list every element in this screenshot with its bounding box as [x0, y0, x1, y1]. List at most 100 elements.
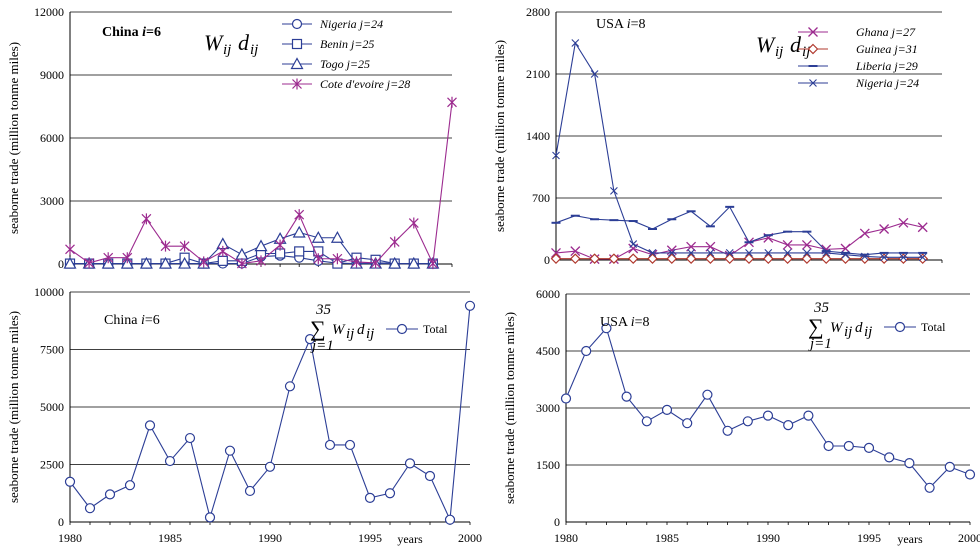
data-point: [63, 256, 77, 269]
x-tick-label: 2000: [958, 531, 980, 545]
y-tick-label: 9000: [40, 68, 64, 82]
data-point: [629, 240, 638, 248]
p4-formula-sub1: ij: [844, 324, 852, 340]
data-point: [179, 240, 190, 252]
data-point: [666, 253, 678, 265]
legend-marker: [291, 18, 303, 30]
data-point: [917, 253, 929, 265]
x-tick-label: 2000: [458, 531, 482, 545]
data-point: [764, 249, 773, 257]
data-point: [762, 410, 774, 421]
data-point: [65, 243, 75, 255]
p1-formula-w: W: [204, 30, 224, 55]
p2-formula-sub2: ij: [802, 44, 810, 60]
data-point: [184, 432, 196, 444]
y-tick-label: 6000: [536, 287, 560, 301]
data-point: [104, 489, 116, 500]
legend-label: Benin j=25: [320, 37, 374, 51]
data-point: [783, 420, 794, 431]
data-point: [424, 470, 436, 482]
data-point: [351, 256, 362, 268]
data-point: [313, 253, 324, 265]
chart-panel-4: 0 1500 3000 4500 6000 1980 1985 1990 1995 2000 yea…: [502, 287, 980, 546]
data-point: [160, 240, 171, 252]
data-point: [742, 416, 753, 427]
legend-marker: [809, 79, 817, 87]
data-point: [898, 217, 909, 228]
data-point: [552, 151, 560, 160]
data-point: [122, 252, 133, 264]
data-point: [256, 255, 266, 267]
data-point: [384, 488, 396, 499]
y-tick-label: 5000: [40, 400, 64, 414]
legend-label: Nigeria j=24: [855, 76, 919, 90]
data-point: [879, 224, 890, 234]
data-point: [702, 389, 713, 400]
data-point: [706, 249, 715, 257]
data-point: [917, 222, 928, 233]
data-point: [164, 455, 176, 467]
data-point: [427, 258, 438, 270]
data-point: [878, 253, 890, 265]
data-point: [904, 458, 915, 469]
y-tick-label: 2100: [526, 67, 550, 81]
data-point: [899, 253, 908, 262]
series-1: [560, 323, 976, 493]
x-tick-label: 1995: [358, 531, 382, 545]
legend-label: Liberia j=29: [855, 59, 918, 73]
data-point: [860, 252, 869, 261]
legend-marker: [807, 43, 819, 55]
data-point: [294, 246, 305, 257]
y-tick-label: 6000: [40, 131, 64, 145]
series-4: [65, 96, 457, 270]
data-point: [801, 239, 812, 250]
y-tick-label: 3000: [536, 401, 560, 415]
data-point: [590, 70, 599, 78]
legend-marker: [290, 57, 304, 70]
data-point: [803, 410, 814, 421]
x-tick-label: 1990: [756, 531, 780, 545]
title-val: =6: [146, 25, 161, 40]
y-tick-label: 0: [58, 515, 64, 529]
data-point: [782, 239, 793, 250]
title-main: USA: [596, 17, 627, 32]
chart-panel-2: 0 700 1400 2100 2800 seaborne trade (million …: [492, 5, 943, 267]
chart-panel-1: 0 3000 6000 9000 12000 seaborne trade (millio…: [6, 5, 457, 271]
data-point: [217, 255, 228, 266]
title-var: i: [627, 17, 631, 32]
data-point: [682, 418, 693, 429]
data-point: [364, 492, 376, 503]
data-point: [224, 445, 236, 456]
data-point: [388, 256, 402, 269]
data-point: [235, 247, 249, 260]
data-point: [581, 345, 592, 357]
x-tick-label: 1980: [58, 531, 82, 545]
x-tick-label: 1995: [857, 531, 881, 545]
data-point: [550, 253, 562, 265]
data-point: [139, 256, 153, 269]
data-point: [236, 258, 247, 270]
x-axis-label: years: [397, 532, 423, 546]
x-tick-label: 1980: [554, 531, 578, 545]
y-tick-label: 3000: [40, 194, 64, 208]
legend-label: Guinea j=31: [856, 42, 918, 56]
data-point: [144, 420, 156, 431]
data-point: [178, 256, 192, 269]
data-point: [841, 250, 850, 259]
data-point: [944, 461, 955, 472]
title-var: i: [142, 25, 146, 40]
data-point: [724, 253, 736, 265]
title-main: China: [104, 313, 141, 328]
data-point: [685, 253, 697, 265]
y-tick-label: 2500: [40, 458, 64, 472]
data-point: [647, 253, 658, 265]
data-point: [745, 249, 753, 257]
data-point: [389, 236, 400, 248]
series-line: [555, 41, 923, 258]
p2-formula-w: W: [756, 32, 776, 57]
legend-marker: [396, 323, 408, 335]
legend-marker: [894, 321, 906, 333]
series-1: [64, 300, 476, 525]
data-point: [284, 381, 296, 392]
